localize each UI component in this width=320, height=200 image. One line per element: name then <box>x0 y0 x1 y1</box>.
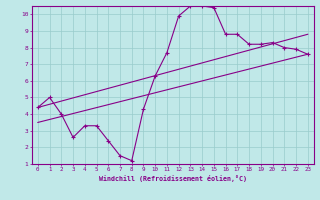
X-axis label: Windchill (Refroidissement éolien,°C): Windchill (Refroidissement éolien,°C) <box>99 175 247 182</box>
